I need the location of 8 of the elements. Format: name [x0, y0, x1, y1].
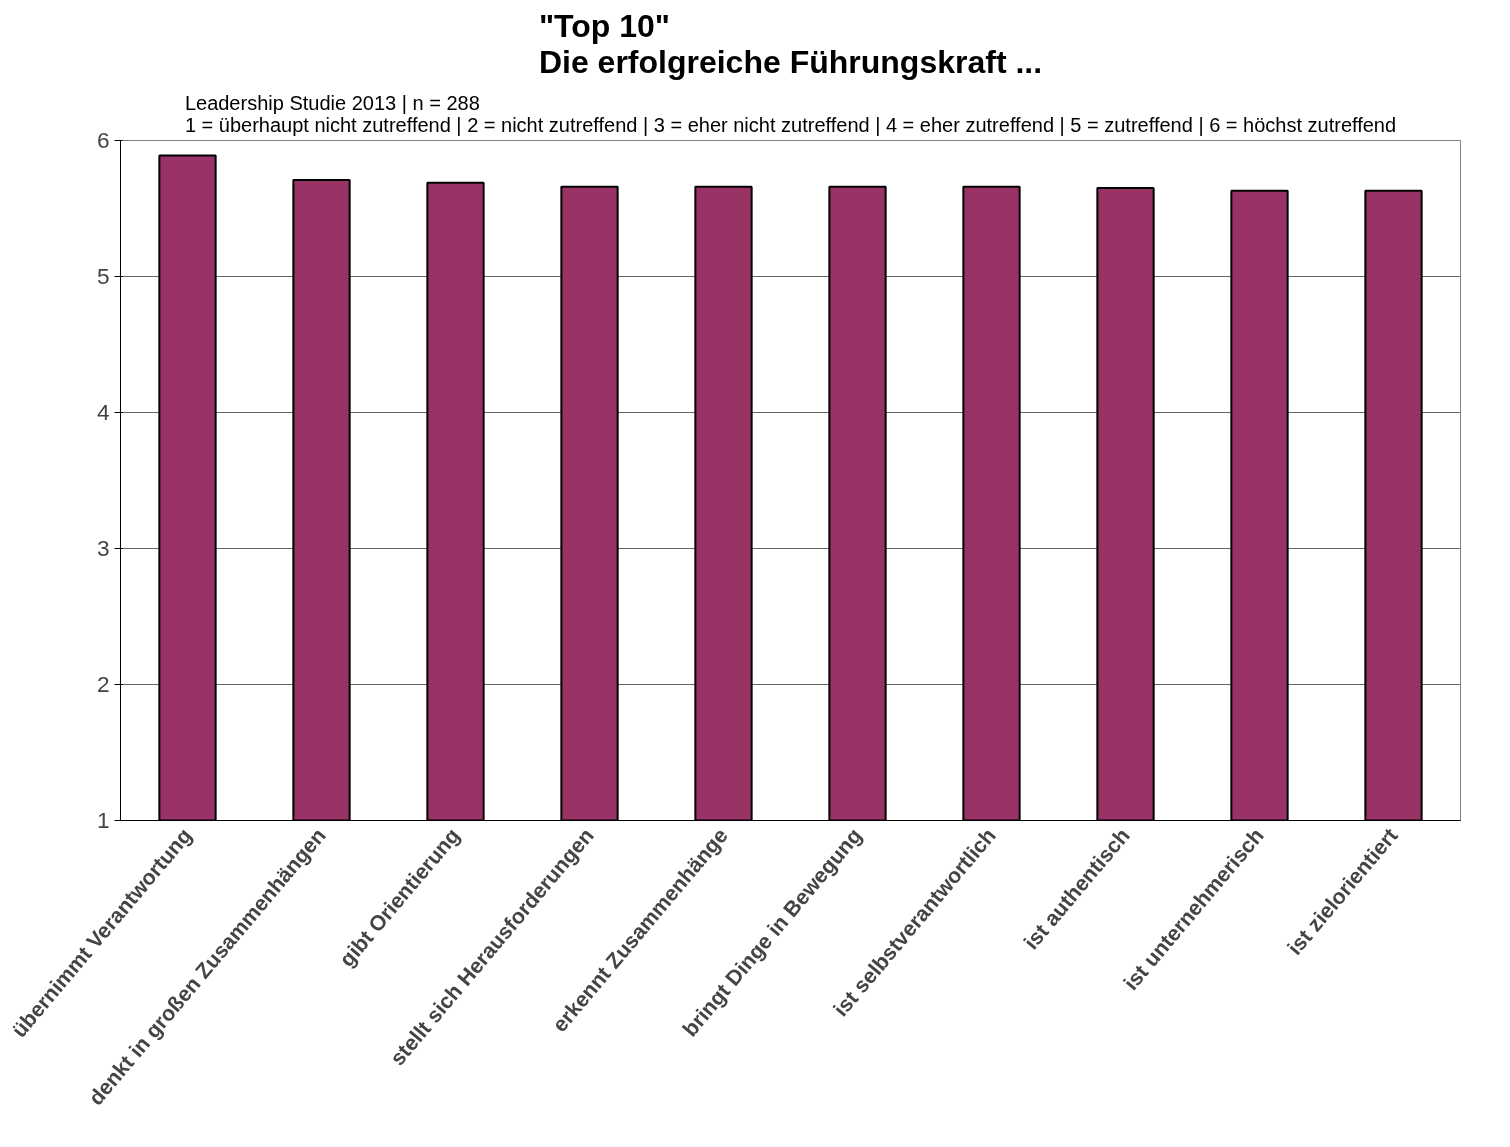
chart-title: "Top 10" Die erfolgreiche Führungskraft ...	[538, 7, 1043, 80]
y-tick-label: 1	[96, 807, 110, 833]
y-tick-label: 3	[96, 535, 110, 561]
chart-subtitle: Leadership Studie 2013 | n = 288 1 = überhaupt nicht zutreffend | 2 = nicht zutreffend | 3 = eher nicht zutreffend | 4 = eher zutreffend | 5 = zutreffend | 6 = höchst zutreffend	[184, 91, 1397, 136]
y-tick-label: 5	[96, 263, 110, 289]
y-tick-label: 2	[96, 671, 110, 697]
y-tick-label: 6	[96, 127, 110, 153]
y-tick-label: 4	[96, 399, 110, 425]
